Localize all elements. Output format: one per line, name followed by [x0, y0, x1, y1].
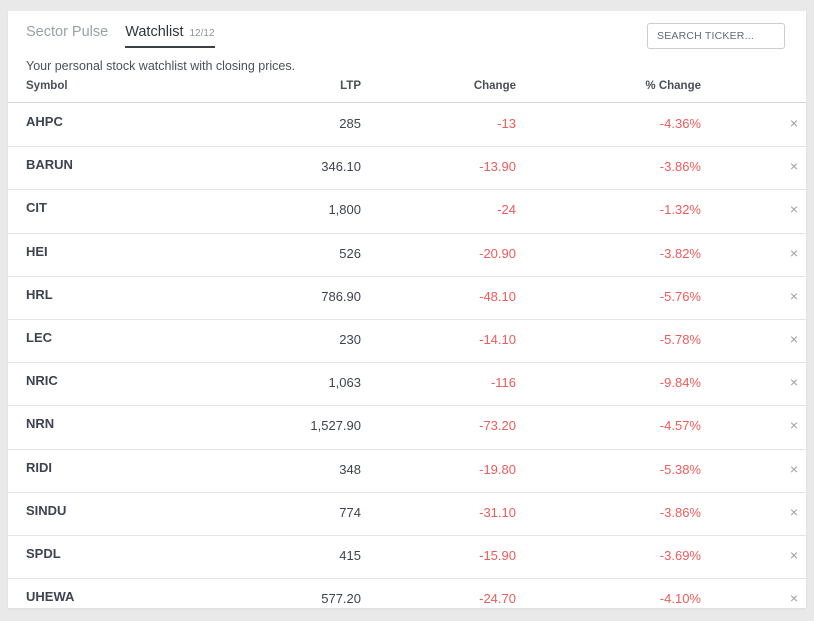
table-row: SINDU 774 -31.10 -3.86% ×: [8, 493, 806, 536]
pct-change-cell: -5.38%: [659, 461, 701, 477]
table-row: LEC 230 -14.10 -5.78% ×: [8, 320, 806, 364]
column-header-symbol: Symbol: [26, 80, 68, 92]
remove-icon[interactable]: ×: [789, 201, 798, 218]
symbol-cell[interactable]: SPDL: [26, 545, 61, 561]
remove-icon[interactable]: ×: [789, 158, 798, 175]
symbol-cell[interactable]: HEI: [26, 243, 48, 259]
remove-icon[interactable]: ×: [789, 417, 798, 434]
change-cell: -73.20: [479, 418, 516, 434]
search-ticker-input[interactable]: [647, 23, 785, 49]
remove-icon[interactable]: ×: [789, 460, 798, 477]
table-row: CIT 1,800 -24 -1.32% ×: [8, 190, 806, 234]
change-cell: -24: [497, 202, 516, 218]
remove-icon[interactable]: ×: [789, 546, 798, 563]
remove-icon[interactable]: ×: [789, 287, 798, 304]
table-row: SPDL 415 -15.90 -3.69% ×: [8, 536, 806, 580]
table-row: RIDI 348 -19.80 -5.38% ×: [8, 450, 806, 493]
change-cell: -14.10: [479, 331, 516, 347]
change-cell: -15.90: [479, 547, 516, 563]
change-cell: -19.80: [479, 461, 516, 477]
remove-icon[interactable]: ×: [789, 115, 798, 131]
symbol-cell[interactable]: NRIC: [26, 373, 58, 389]
ltp-cell: 774: [339, 504, 361, 520]
pct-change-cell: -9.84%: [659, 375, 701, 391]
ltp-cell: 348: [339, 461, 361, 477]
symbol-cell[interactable]: LEC: [26, 329, 52, 345]
table-row: HEI 526 -20.90 -3.82% ×: [8, 234, 806, 277]
symbol-cell[interactable]: BARUN: [26, 157, 73, 173]
change-cell: -48.10: [479, 288, 516, 304]
symbol-cell[interactable]: UHEWA: [26, 589, 75, 605]
symbol-cell[interactable]: NRN: [26, 416, 55, 432]
table-row: AHPC 285 -13 -4.36% ×: [8, 104, 806, 148]
table-row: NRN 1,527.90 -73.20 -4.57% ×: [8, 406, 806, 450]
tab-sector-pulse[interactable]: Sector Pulse: [26, 24, 109, 40]
column-header-ltp: LTP: [340, 80, 361, 92]
remove-icon[interactable]: ×: [789, 374, 798, 391]
change-cell: -13.90: [479, 159, 516, 175]
ltp-cell: 577.20: [321, 591, 361, 607]
ltp-cell: 230: [339, 331, 361, 347]
ltp-cell: 285: [339, 116, 361, 131]
ltp-cell: 415: [339, 547, 361, 563]
remove-icon[interactable]: ×: [789, 244, 798, 261]
table-row: NRIC 1,063 -116 -9.84% ×: [8, 363, 806, 407]
remove-icon[interactable]: ×: [789, 503, 798, 520]
change-cell: -20.90: [479, 245, 516, 261]
tab-watchlist-label: Watchlist: [125, 24, 184, 40]
symbol-cell[interactable]: RIDI: [26, 459, 52, 475]
pct-change-cell: -3.69%: [659, 547, 701, 563]
pct-change-cell: -5.78%: [659, 331, 701, 347]
watchlist-count-badge: 12/12: [189, 28, 215, 39]
symbol-cell[interactable]: SINDU: [26, 502, 67, 518]
ltp-cell: 1,063: [328, 375, 361, 391]
symbol-cell[interactable]: CIT: [26, 200, 47, 216]
table-row: UHEWA 577.20 -24.70 -4.10% ×: [8, 579, 806, 621]
symbol-cell[interactable]: AHPC: [26, 114, 63, 129]
pct-change-cell: -1.32%: [659, 202, 701, 218]
column-header-pct-change: % Change: [645, 80, 701, 92]
change-cell: -13: [497, 116, 516, 131]
table-row: BARUN 346.10 -13.90 -3.86% ×: [8, 147, 806, 191]
change-cell: -116: [490, 375, 516, 391]
tab-watchlist[interactable]: Watchlist 12/12: [125, 24, 215, 48]
pct-change-cell: -3.82%: [659, 245, 701, 261]
pct-change-cell: -4.57%: [659, 418, 701, 434]
remove-icon[interactable]: ×: [789, 590, 798, 607]
ltp-cell: 1,800: [328, 202, 361, 218]
symbol-cell[interactable]: HRL: [26, 286, 53, 302]
change-cell: -24.70: [479, 591, 516, 607]
pct-change-cell: -4.10%: [659, 591, 701, 607]
watchlist-description: Your personal stock watchlist with closi…: [26, 59, 296, 73]
change-cell: -31.10: [479, 504, 516, 520]
pct-change-cell: -4.36%: [659, 116, 701, 131]
pct-change-cell: -5.76%: [659, 288, 701, 304]
watchlist-card: Sector Pulse Watchlist 12/12 Your person…: [8, 11, 806, 608]
tab-bar: Sector Pulse Watchlist 12/12: [26, 24, 215, 50]
pct-change-cell: -3.86%: [659, 159, 701, 175]
ltp-cell: 526: [339, 245, 361, 261]
table-header: Symbol LTP Change % Change: [8, 80, 806, 103]
watchlist-table-body: AHPC 285 -13 -4.36% × BARUN 346.10 -13.90 -3.86%…: [8, 104, 806, 621]
ltp-cell: 786.90: [321, 288, 361, 304]
table-row: HRL 786.90 -48.10 -5.76% ×: [8, 277, 806, 320]
remove-icon[interactable]: ×: [789, 330, 798, 347]
ltp-cell: 346.10: [321, 159, 361, 175]
ltp-cell: 1,527.90: [310, 418, 361, 434]
pct-change-cell: -3.86%: [659, 504, 701, 520]
column-header-change: Change: [473, 80, 516, 92]
